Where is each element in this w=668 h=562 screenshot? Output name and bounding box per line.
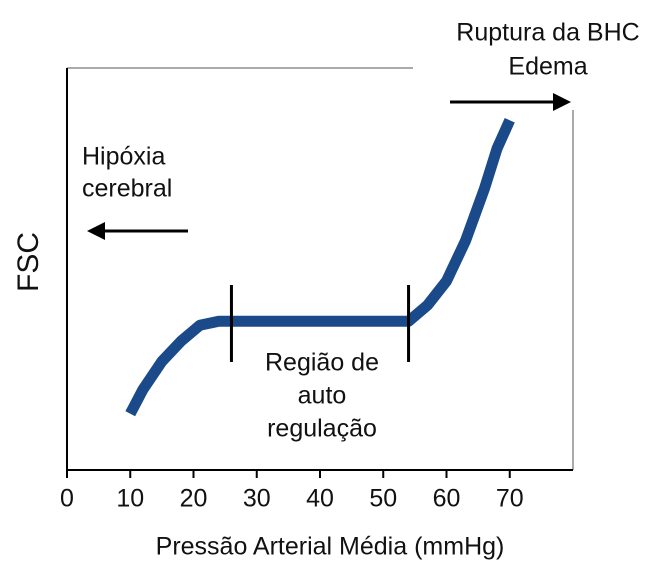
x-tick-label: 20 [180,485,208,513]
x-tick-label: 10 [116,485,144,513]
annotation: Hipóxia [82,143,165,171]
annotation: Edema [508,53,587,81]
x-tick-label: 0 [60,485,74,513]
annotation: auto [298,382,347,410]
x-tick-label: 30 [243,485,271,513]
x-tick-label: 70 [496,485,524,513]
annotation: Região de [265,349,379,377]
annotation: cerebral [82,175,172,203]
x-tick-label: 60 [433,485,461,513]
x-tick-label: 40 [306,485,334,513]
line [125,118,515,417]
y-axis-label: FSC [12,232,45,292]
annotation: Ruptura da BHC [456,19,639,47]
annotation: regulação [267,415,377,443]
x-tick-label: 50 [369,485,397,513]
x-axis-label: Pressão Arterial Média (mmHg) [156,533,505,561]
